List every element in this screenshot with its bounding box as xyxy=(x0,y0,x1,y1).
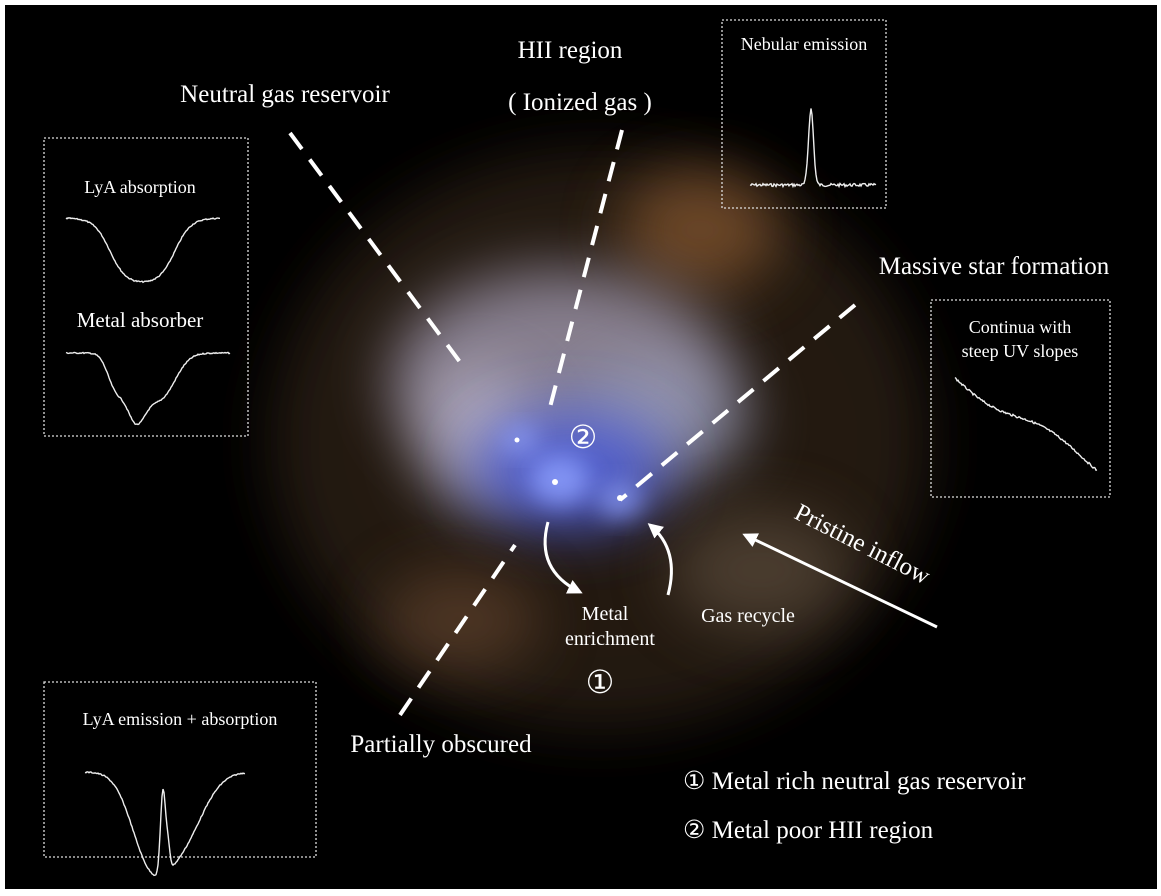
inset-continua: Continua with steep UV slopes xyxy=(930,299,1111,498)
arrows xyxy=(543,521,938,629)
inset-emission-absorption: LyA emission + absorption xyxy=(43,681,317,877)
inset-title: Continua with xyxy=(969,317,1072,337)
label: Neutral gas reservoir xyxy=(180,81,390,108)
spectrum xyxy=(749,108,877,189)
label: Massive star formation xyxy=(879,253,1110,280)
legend-item: ② Metal poor HII region xyxy=(683,817,934,844)
dashed-line xyxy=(288,131,462,364)
curved-arrow xyxy=(647,523,673,596)
marker: ① xyxy=(586,664,615,700)
dashed-line xyxy=(398,543,517,717)
label: Metal xyxy=(582,603,629,625)
label: enrichment xyxy=(565,628,655,650)
inset-title: steep UV slopes xyxy=(962,341,1079,361)
spectrum xyxy=(954,376,1098,471)
label: ( Ionized gas ) xyxy=(508,89,652,116)
inset-nebular: Nebular emission xyxy=(721,19,887,209)
label: HII region xyxy=(518,37,623,64)
legend-item: ① Metal rich neutral gas reservoir xyxy=(683,768,1026,795)
inset-box xyxy=(43,681,317,858)
nebula xyxy=(270,150,930,730)
inset-absorption: LyA absorption Metal absorber xyxy=(43,137,249,437)
curved-arrow xyxy=(543,521,583,594)
marker: ② xyxy=(569,419,598,455)
inset-box xyxy=(43,137,249,437)
inset-box xyxy=(930,299,1111,498)
dashed-lines xyxy=(288,129,857,717)
label: Partially obscured xyxy=(350,731,532,758)
inflow-arrow xyxy=(742,533,938,629)
inset-subtitle: Metal absorber xyxy=(77,308,204,332)
label: Gas recycle xyxy=(701,605,795,627)
inset-box xyxy=(721,19,887,209)
inset-title: Nebular emission xyxy=(741,34,867,54)
inset-title: LyA emission + absorption xyxy=(83,709,278,729)
dashed-line xyxy=(618,303,857,502)
spectrum xyxy=(84,771,246,877)
inset-title: LyA absorption xyxy=(84,177,196,197)
spectrum xyxy=(65,351,231,426)
spectrum xyxy=(65,217,220,284)
dashed-line xyxy=(546,129,624,416)
